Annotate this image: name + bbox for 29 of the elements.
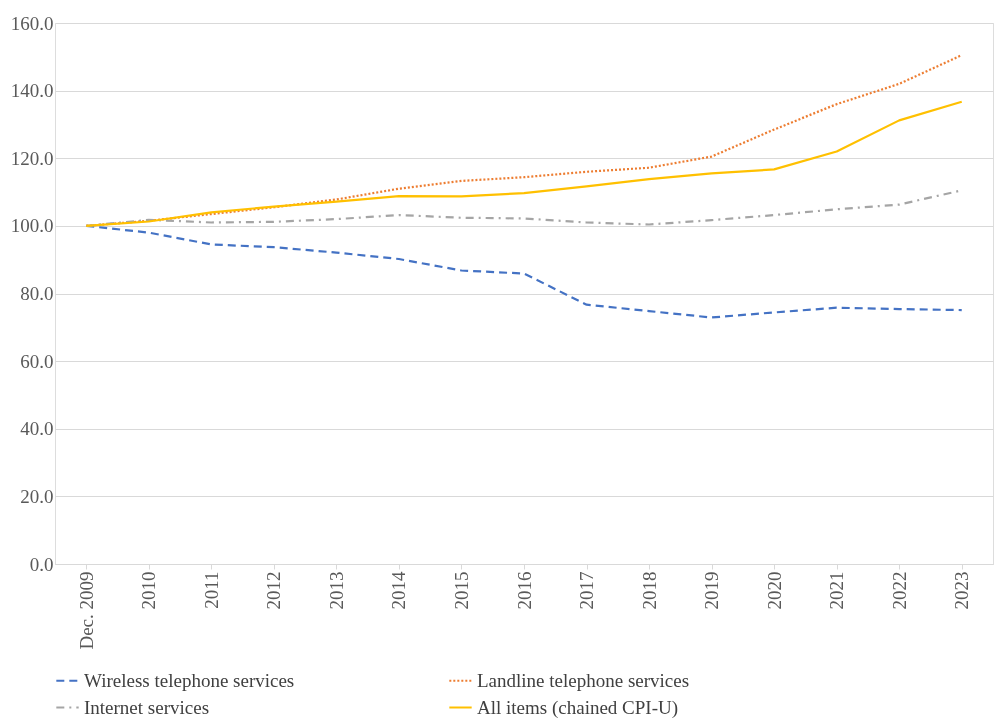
y-tick-label: 20.0 [20,485,54,507]
x-tick-label: 2023 [951,571,973,610]
x-tick-label: 2014 [388,571,410,610]
x-tick-label: 2021 [826,571,848,610]
x-tick-label: 2018 [638,571,660,610]
x-tick-label: 2013 [325,571,347,610]
y-tick-label: 80.0 [20,283,54,304]
y-tick-label: 60.0 [20,350,54,372]
y-tick-label: 160.0 [10,12,54,34]
x-tick-label: 2022 [888,571,910,610]
y-tick-label: 100.0 [10,215,54,237]
legend-label: Internet services [84,696,210,718]
x-tick-label: 2010 [138,571,160,610]
x-tick-label: 2012 [263,571,285,610]
y-tick-label: 120.0 [10,147,54,169]
y-tick-label: 0.0 [29,553,54,575]
x-tick-label: 2019 [701,571,723,610]
x-tick-label: 2017 [576,571,598,610]
legend-label: Landline telephone services [477,669,690,691]
x-tick-label: 2016 [513,571,535,610]
y-tick-label: 140.0 [10,80,54,102]
line-series [85,100,963,227]
x-tick-label: Dec. 2009 [75,571,97,650]
x-tick-label: 2011 [200,571,222,609]
legend-label: Wireless telephone services [84,669,295,691]
y-tick-label: 40.0 [20,418,54,440]
x-tick-label: 2020 [763,571,785,610]
x-tick-label: 2015 [450,571,472,610]
legend-label: All items (chained CPI-U) [477,696,679,719]
